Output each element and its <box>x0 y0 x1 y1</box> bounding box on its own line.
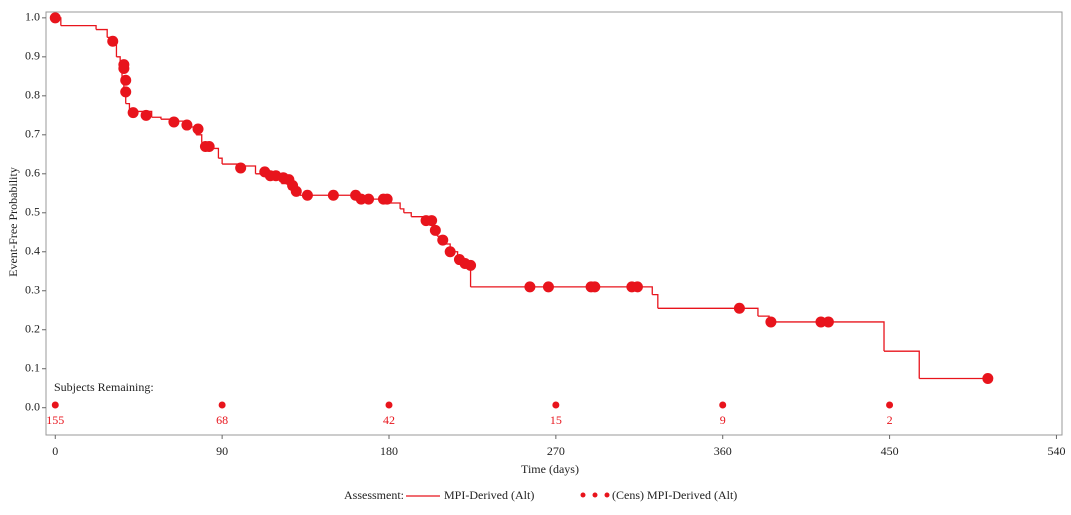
survival-step <box>112 44 118 57</box>
y-tick-label: 0.8 <box>25 88 40 102</box>
at-risk-dot <box>51 401 59 409</box>
y-tick-label: 0.1 <box>25 360 40 374</box>
censor-mark <box>381 193 393 205</box>
at-risk-count: 68 <box>216 413 228 427</box>
censor-mark <box>290 185 302 197</box>
survival-step <box>96 28 108 38</box>
y-tick-label: 0.0 <box>25 399 40 413</box>
censor-mark <box>765 316 777 328</box>
x-tick-label: 270 <box>547 444 565 458</box>
censor-mark <box>429 224 441 236</box>
legend-dot <box>604 492 610 498</box>
at-risk-dot <box>552 401 560 409</box>
x-axis-label: Time (days) <box>521 462 579 476</box>
survival-step <box>218 157 223 165</box>
y-tick-label: 0.2 <box>25 321 40 335</box>
x-tick-label: 540 <box>1047 444 1065 458</box>
x-tick-label: 90 <box>216 444 228 458</box>
censor-mark <box>542 281 554 293</box>
survival-step <box>769 321 885 352</box>
y-tick-label: 0.9 <box>25 49 40 63</box>
survival-step <box>403 212 412 217</box>
censor-mark <box>127 107 139 119</box>
censor-mark <box>982 372 994 384</box>
censor-mark <box>192 123 204 135</box>
censor-mark <box>235 162 247 174</box>
censor-mark <box>631 281 643 293</box>
censor-mark <box>589 281 601 293</box>
censor-mark <box>465 259 477 271</box>
y-tick-label: 1.0 <box>25 10 40 24</box>
censor-mark <box>301 189 313 201</box>
legend-dot <box>592 492 598 498</box>
censor-mark <box>437 234 449 246</box>
survival-step <box>652 294 659 309</box>
censor-mark <box>181 119 193 131</box>
legend-title: Assessment: <box>344 488 404 502</box>
survival-step <box>884 350 920 379</box>
censor-mark <box>107 35 119 47</box>
at-risk-dot <box>218 401 226 409</box>
survival-step <box>151 116 162 120</box>
censor-mark <box>118 63 130 75</box>
x-tick-label: 0 <box>52 444 58 458</box>
x-tick-label: 450 <box>881 444 899 458</box>
y-tick-label: 0.5 <box>25 205 40 219</box>
censor-mark <box>822 316 834 328</box>
censor-mark <box>327 189 339 201</box>
survival-step <box>60 24 97 30</box>
at-risk-title: Subjects Remaining: <box>54 380 154 394</box>
at-risk-dot <box>886 401 894 409</box>
plot-frame <box>45 11 1063 436</box>
censor-mark <box>733 302 745 314</box>
legend-label: (Cens) MPI-Derived (Alt) <box>612 488 737 502</box>
y-tick-label: 0.6 <box>25 166 40 180</box>
censor-mark <box>524 281 536 293</box>
y-tick-label: 0.3 <box>25 283 40 297</box>
at-risk-count: 2 <box>887 413 893 427</box>
at-risk-dot <box>385 401 393 409</box>
survival-step <box>657 307 759 317</box>
censor-mark <box>140 109 152 121</box>
y-axis-label: Event-Free Probability <box>6 167 20 277</box>
y-tick-label: 0.7 <box>25 127 40 141</box>
x-tick-label: 180 <box>380 444 398 458</box>
at-risk-count: 9 <box>720 413 726 427</box>
censor-mark <box>363 193 375 205</box>
legend-label: MPI-Derived (Alt) <box>444 488 534 502</box>
censor-mark <box>203 141 215 153</box>
censor-mark <box>426 215 438 227</box>
y-tick-label: 0.4 <box>25 244 40 258</box>
survival-step <box>470 286 653 295</box>
censor-mark <box>120 74 132 86</box>
at-risk-dot <box>719 401 727 409</box>
survival-step <box>196 134 203 143</box>
survival-step <box>400 208 405 213</box>
censor-mark <box>444 246 456 258</box>
at-risk-count: 15 <box>550 413 562 427</box>
legend-dot <box>580 492 586 498</box>
at-risk-count: 42 <box>383 413 395 427</box>
at-risk-count: 155 <box>46 413 64 427</box>
censor-mark <box>49 12 61 24</box>
censor-mark <box>168 116 180 128</box>
x-tick-label: 360 <box>714 444 732 458</box>
censor-mark <box>120 86 132 98</box>
